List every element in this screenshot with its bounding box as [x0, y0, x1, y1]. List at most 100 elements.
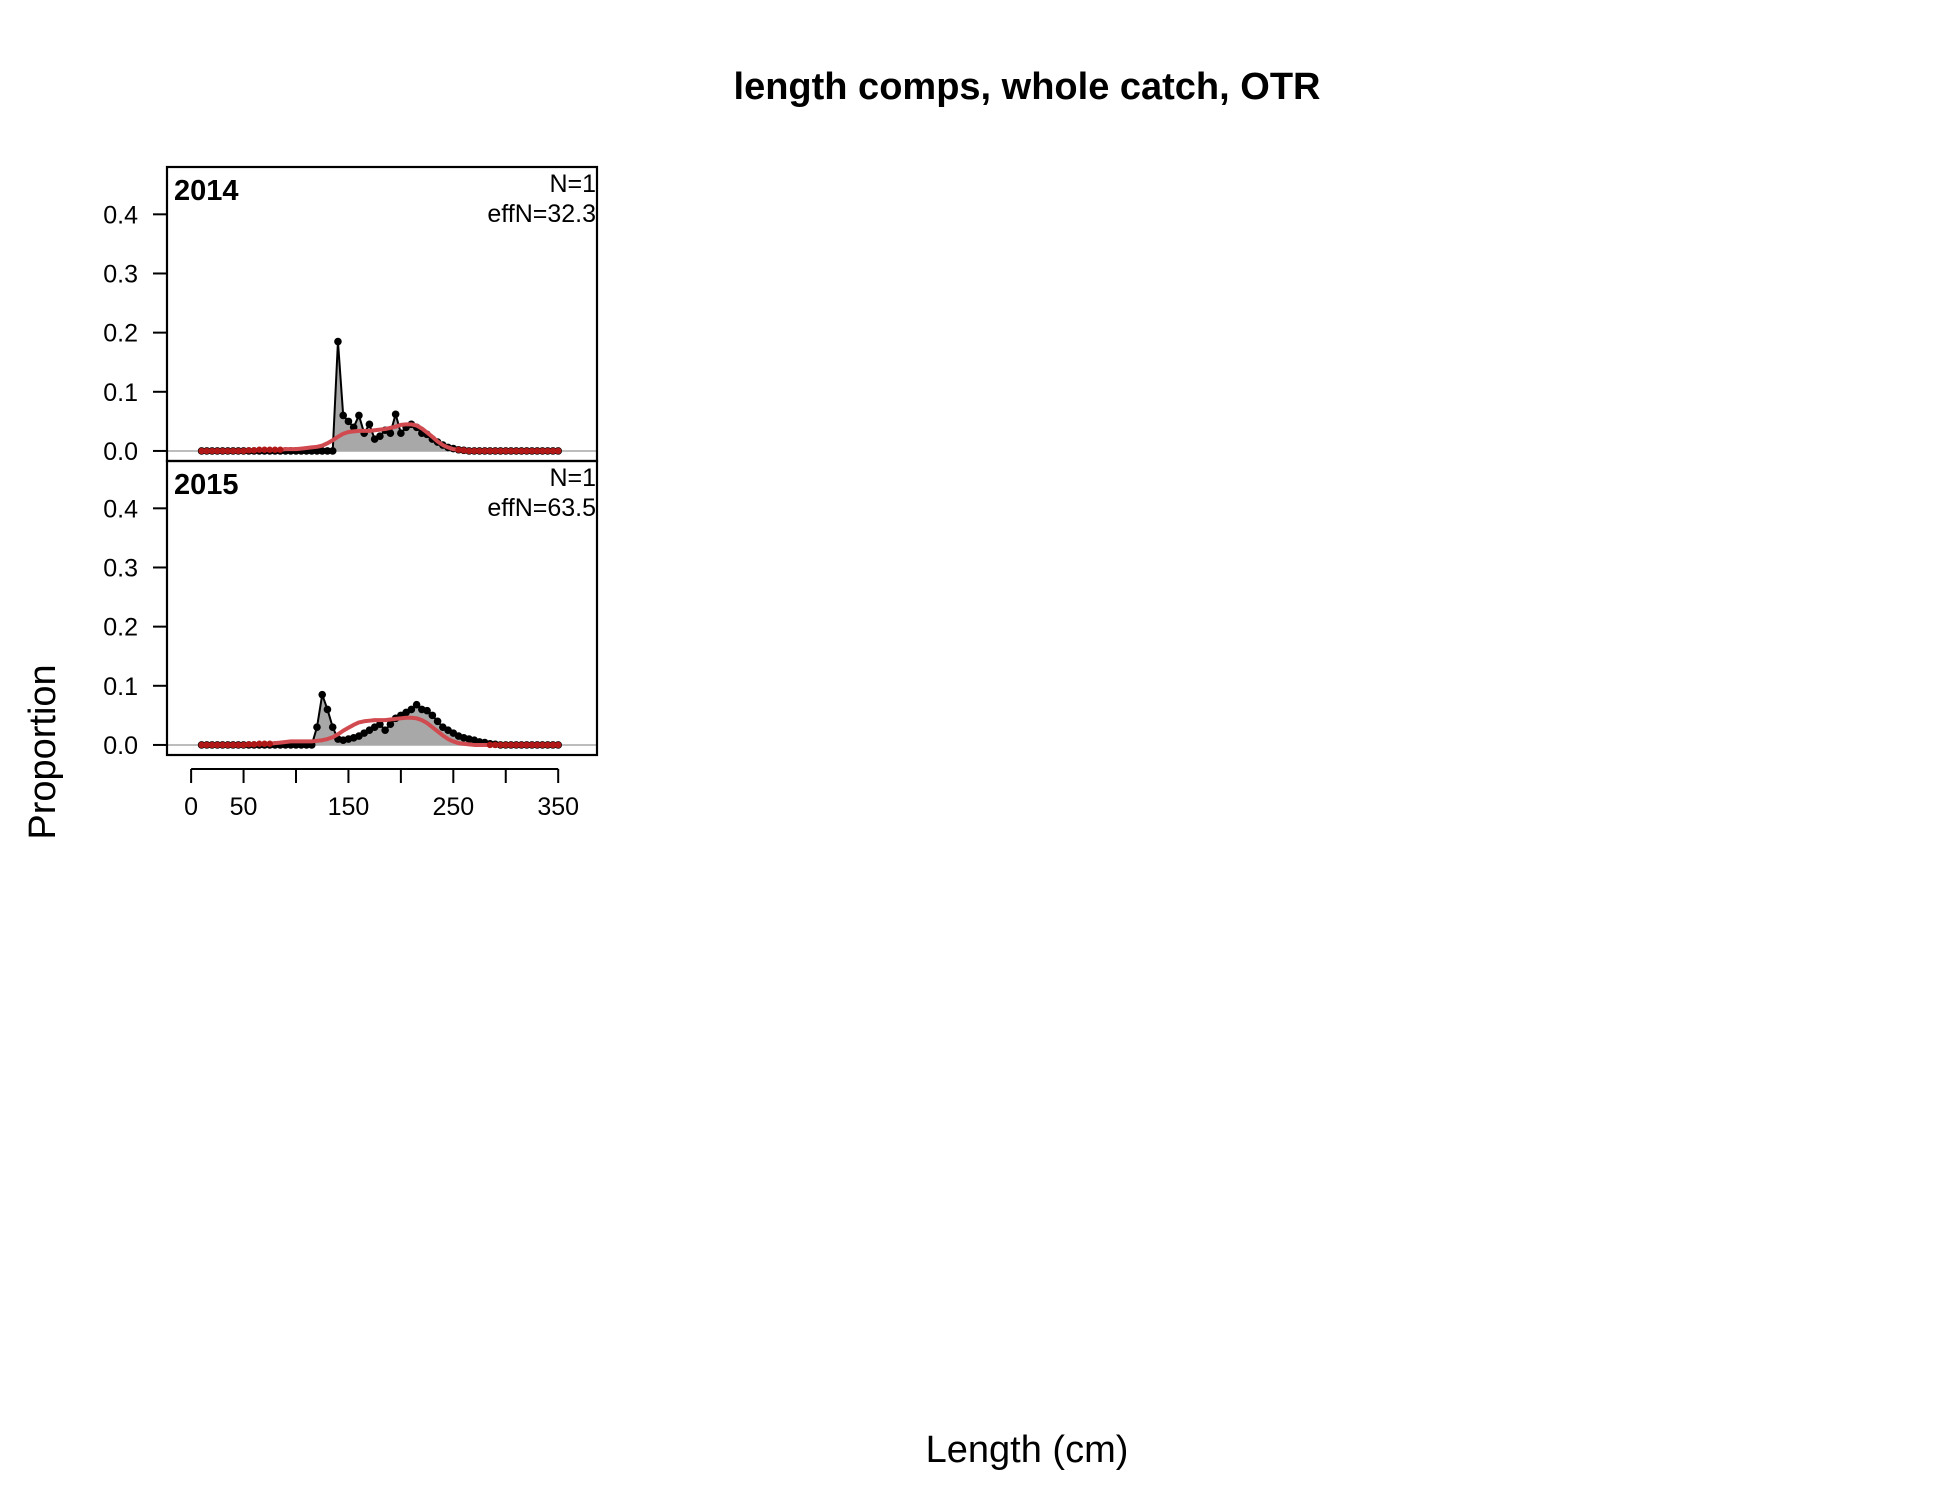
y-tick-label: 0.0: [103, 732, 138, 760]
expected-point: [208, 741, 216, 749]
expected-point: [256, 446, 263, 453]
y-tick-label: 0.2: [103, 320, 138, 348]
expected-point: [271, 446, 279, 453]
expected-point: [523, 741, 530, 749]
expected-point: [507, 741, 515, 749]
y-tick-label: 0.1: [103, 379, 138, 407]
x-axis-title: Length (cm): [926, 1429, 1129, 1471]
expected-point: [492, 447, 499, 455]
observed-point: [328, 447, 337, 455]
expected-point: [534, 447, 541, 455]
observed-point: [318, 447, 327, 455]
expected-point: [471, 447, 478, 455]
expected-point: [465, 447, 473, 455]
observed-point: [376, 432, 384, 440]
expected-point: [240, 741, 247, 749]
observed-point: [412, 700, 421, 709]
panel-year-label: 2015: [174, 469, 239, 501]
expected-point: [460, 447, 468, 454]
expected-point: [261, 740, 268, 747]
expected-point: [229, 741, 237, 749]
expected-point: [224, 741, 232, 749]
expected-point: [476, 447, 483, 455]
expected-point: [528, 447, 536, 455]
x-tick-label: 50: [230, 793, 258, 821]
expected-point: [513, 741, 520, 749]
expected-point: [245, 447, 253, 454]
expected-point: [507, 447, 515, 455]
expected-point: [554, 741, 562, 749]
y-tick-label: 0.2: [103, 614, 138, 642]
observed-point: [355, 411, 363, 420]
expected-point: [502, 741, 509, 749]
expected-point: [208, 447, 216, 455]
expected-point: [250, 741, 258, 748]
expected-point: [549, 741, 557, 749]
panel-frame: [165, 459, 599, 757]
expected-point: [455, 446, 462, 453]
observed-point: [349, 423, 358, 432]
observed-point: [433, 717, 442, 726]
panel-n-label: N=1: [549, 170, 596, 198]
chart-title: length comps, whole catch, OTR: [734, 66, 1321, 108]
observed-point: [323, 705, 332, 714]
panel-effn-label: effN=32.3: [487, 200, 596, 228]
expected-point: [549, 447, 557, 455]
expected-point: [214, 741, 221, 749]
expected-point: [240, 447, 247, 455]
expected-point: [523, 447, 530, 455]
expected-point: [198, 447, 205, 455]
expected-point: [245, 741, 253, 748]
expected-point: [518, 741, 525, 749]
expected-point: [486, 741, 494, 749]
expected-point: [518, 447, 525, 455]
x-axis: 0 50 150 250 350: [184, 768, 579, 821]
expected-point: [539, 447, 546, 455]
observed-point: [339, 411, 347, 420]
expected-point: [528, 741, 536, 749]
expected-point: [554, 447, 562, 455]
observed-point: [313, 723, 321, 731]
observed-point: [313, 447, 321, 455]
expected-point: [235, 447, 242, 455]
observed-point: [381, 726, 389, 734]
observed-point: [397, 429, 405, 437]
expected-point: [214, 447, 221, 455]
expected-point: [492, 741, 499, 749]
expected-point: [497, 741, 504, 749]
expected-point: [486, 447, 494, 455]
expected-point: [229, 447, 237, 455]
observed-point: [323, 447, 332, 455]
expected-point: [261, 446, 268, 453]
expected-point: [198, 741, 205, 749]
observed-point: [386, 429, 395, 437]
observed-point: [423, 706, 431, 715]
expected-point: [544, 447, 551, 455]
y-tick-label: 0.3: [103, 554, 138, 582]
expected-point: [256, 740, 263, 747]
y-tick-label: 0.4: [103, 201, 138, 229]
expected-point: [481, 447, 488, 455]
y-tick-label: 0.1: [103, 673, 138, 701]
expected-point: [534, 741, 541, 749]
expected-point: [497, 447, 504, 455]
observed-point: [376, 720, 384, 729]
observed-point: [318, 690, 327, 699]
observed-point: [428, 711, 437, 720]
x-tick-label: 350: [537, 793, 579, 821]
y-axis-title: Proportion: [22, 664, 64, 839]
y-tick-label: 0.4: [103, 495, 138, 523]
y-tick-label: 0.0: [103, 438, 138, 466]
x-tick-label: 250: [432, 793, 474, 821]
panel-effn-label: effN=63.5: [487, 494, 596, 522]
observed-point: [407, 705, 416, 714]
expected-point: [203, 447, 211, 455]
panel-n-label: N=1: [549, 464, 596, 492]
expected-point: [235, 741, 242, 749]
panel-year-label: 2014: [174, 175, 239, 207]
expected-point: [513, 447, 520, 455]
